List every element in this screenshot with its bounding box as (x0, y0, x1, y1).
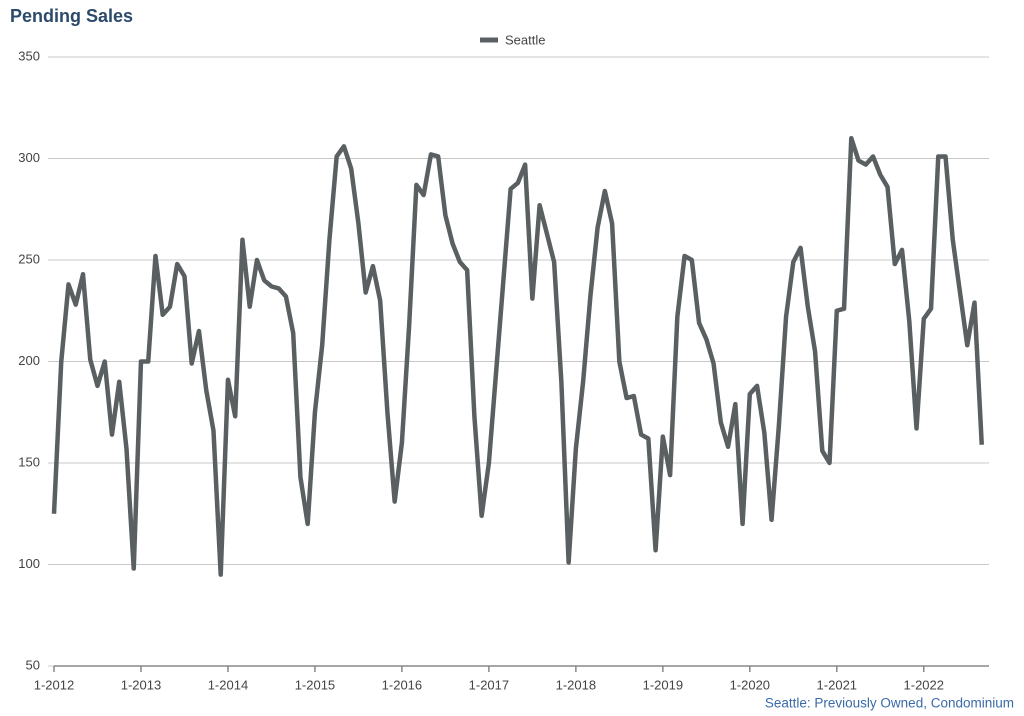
x-tick-label: 1-2018 (556, 677, 596, 692)
x-tick-label: 1-2014 (208, 677, 248, 692)
y-tick-label: 150 (18, 454, 40, 469)
y-tick-label: 250 (18, 251, 40, 266)
chart-note: Seattle: Previously Owned, Condominium (765, 696, 1014, 711)
chart-title: Pending Sales (10, 6, 133, 26)
x-tick-label: 1-2020 (730, 677, 770, 692)
x-tick-label: 1-2017 (469, 677, 509, 692)
y-tick-label: 350 (18, 48, 40, 63)
y-tick-label: 50 (26, 657, 40, 672)
x-tick-label: 1-2021 (817, 677, 857, 692)
y-tick-label: 100 (18, 556, 40, 571)
x-tick-label: 1-2012 (34, 677, 74, 692)
x-tick-label: 1-2013 (121, 677, 161, 692)
y-tick-label: 200 (18, 353, 40, 368)
y-tick-label: 300 (18, 150, 40, 165)
x-tick-label: 1-2015 (295, 677, 335, 692)
x-tick-label: 1-2022 (904, 677, 944, 692)
x-tick-label: 1-2019 (643, 677, 683, 692)
legend-label: Seattle (505, 32, 545, 47)
x-tick-label: 1-2016 (382, 677, 422, 692)
data-line (51, 135, 984, 577)
